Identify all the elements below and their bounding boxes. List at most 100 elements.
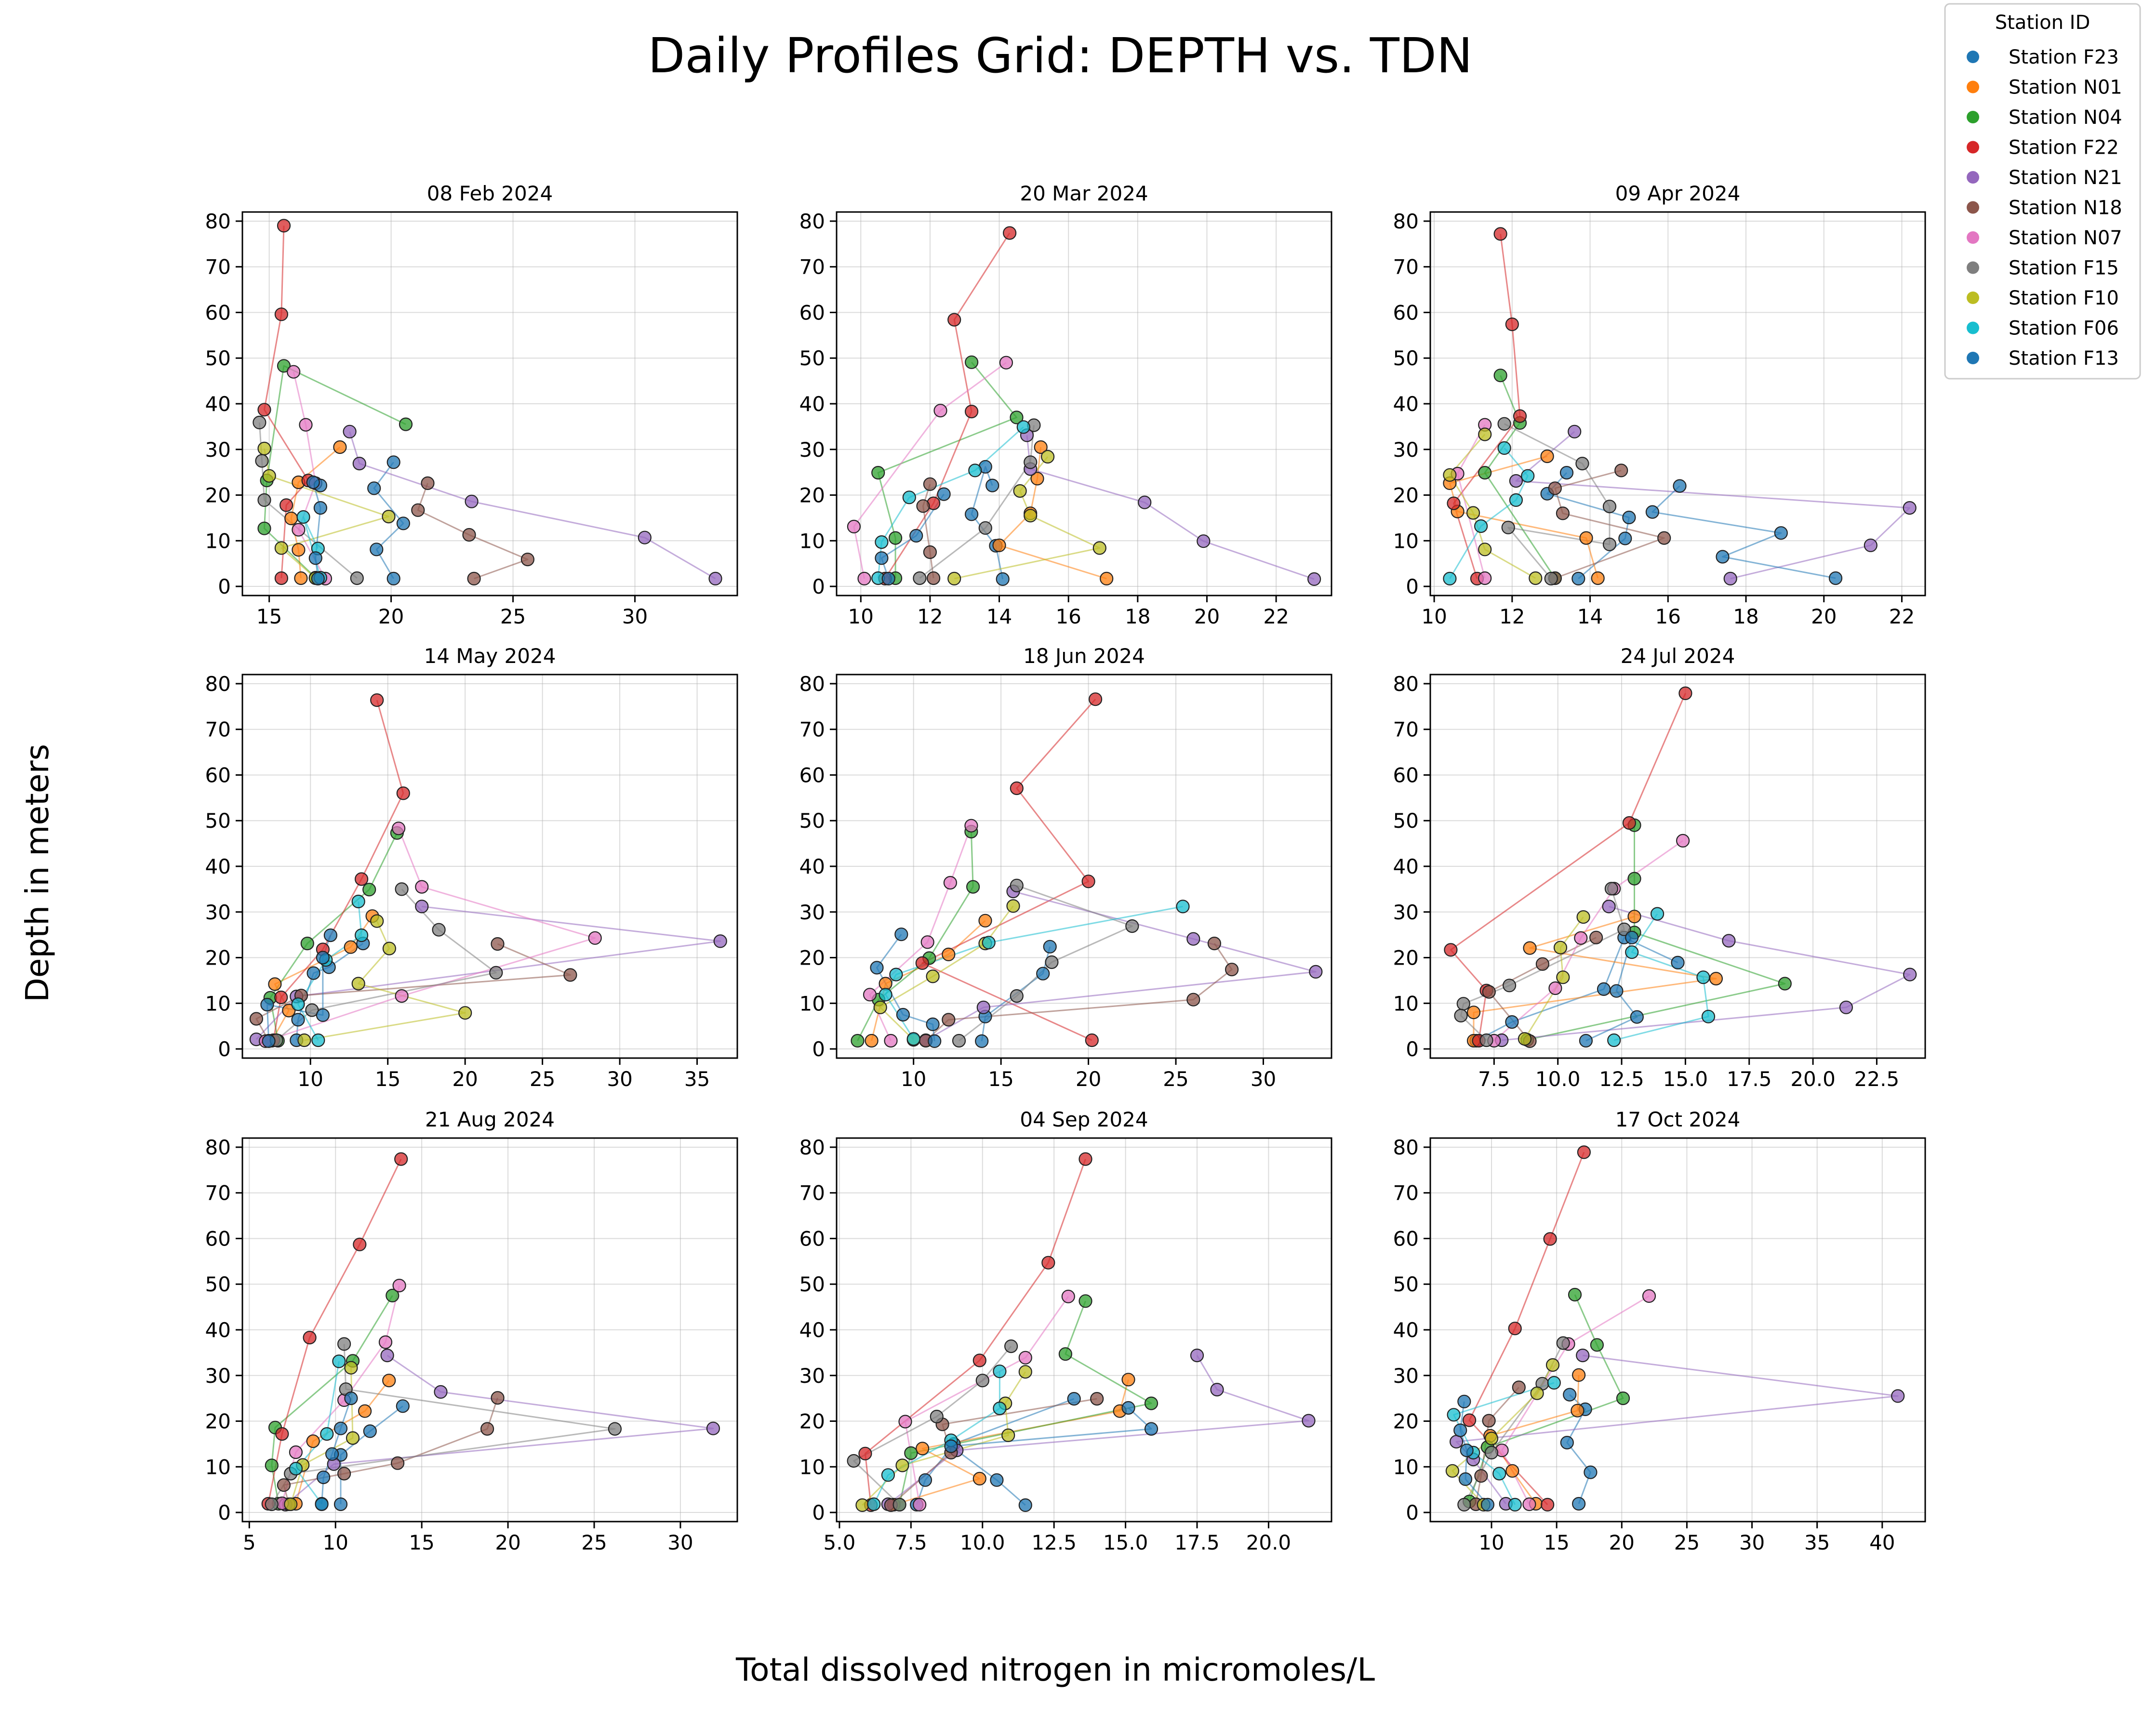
y-tick-label: 30 <box>799 438 825 462</box>
data-point <box>1508 1322 1522 1336</box>
series-line <box>899 1300 1152 1505</box>
data-point <box>1089 692 1103 706</box>
data-point <box>1067 1392 1081 1406</box>
axes-frame <box>836 211 1332 596</box>
data-point <box>268 977 282 991</box>
data-point <box>978 914 992 928</box>
data-point <box>1556 970 1570 984</box>
data-point <box>966 880 980 894</box>
data-point <box>1478 571 1492 585</box>
data-point <box>1121 1401 1135 1415</box>
data-point <box>306 475 320 490</box>
data-point <box>434 1385 448 1399</box>
series-line <box>1585 937 1638 1042</box>
data-point <box>362 883 376 897</box>
x-tick-label: 16 <box>1055 605 1081 628</box>
data-point <box>881 1468 895 1482</box>
data-point <box>588 931 602 945</box>
data-point <box>337 1337 351 1351</box>
y-tick-label: 80 <box>1393 210 1419 233</box>
data-point <box>947 571 961 586</box>
data-point <box>1709 971 1723 986</box>
data-point <box>1579 531 1593 545</box>
data-point <box>297 1033 311 1047</box>
data-point <box>902 490 916 504</box>
data-point <box>1309 965 1323 979</box>
data-point <box>1541 1497 1555 1511</box>
axes-frame <box>1429 674 1926 1059</box>
y-tick-label: 80 <box>799 1136 825 1159</box>
data-point <box>378 1335 393 1349</box>
data-point <box>396 786 410 800</box>
data-point <box>1463 1413 1477 1427</box>
data-point <box>395 989 409 1003</box>
data-point <box>1197 534 1211 548</box>
data-point <box>1568 424 1582 438</box>
y-tick-label: 70 <box>1393 255 1419 279</box>
data-point <box>370 914 384 928</box>
subplot-title: 04 Sep 2024 <box>1020 1108 1148 1131</box>
data-point <box>1509 493 1523 507</box>
data-point <box>1522 1497 1536 1511</box>
x-tick-label: 5.0 <box>824 1531 856 1554</box>
x-tick-label: 20 <box>495 1531 520 1554</box>
subplot: 08 Feb 2024 15 20 25 30 0 10 20 30 40 50 60 70 80 <box>205 182 738 628</box>
x-tick-label: 22.5 <box>1854 1067 1900 1091</box>
data-point <box>291 997 305 1011</box>
legend-marker <box>1967 261 1979 274</box>
data-point <box>1482 1414 1496 1428</box>
data-point <box>1575 456 1589 471</box>
data-point <box>253 415 266 430</box>
data-point <box>1478 427 1492 441</box>
data-point <box>1090 1392 1104 1406</box>
data-point <box>392 1279 406 1293</box>
data-point <box>1630 1010 1644 1024</box>
data-point <box>337 1467 351 1481</box>
data-point <box>972 1471 986 1485</box>
data-point <box>292 543 306 557</box>
data-point <box>898 1415 912 1429</box>
data-point <box>352 456 366 471</box>
y-tick-label: 30 <box>799 901 825 924</box>
data-point <box>1548 481 1562 495</box>
legend-marker <box>1967 80 1979 93</box>
data-point <box>1010 989 1024 1003</box>
data-point <box>344 1391 358 1405</box>
x-tick-label: 15.0 <box>1663 1067 1708 1091</box>
data-point <box>323 928 338 942</box>
data-point <box>274 990 288 1005</box>
data-point <box>1138 495 1152 509</box>
legend-label: Station F23 <box>2009 46 2119 68</box>
data-point <box>1597 982 1611 996</box>
data-point <box>346 1431 360 1445</box>
data-point <box>875 551 889 565</box>
data-point <box>1544 571 1558 586</box>
data-point <box>489 966 503 980</box>
data-point <box>713 934 727 948</box>
x-tick-label: 12.5 <box>1031 1531 1077 1554</box>
data-point <box>1079 1294 1092 1308</box>
x-tick-label: 22 <box>1263 605 1289 628</box>
x-tick-label: 20 <box>1811 605 1837 628</box>
data-point <box>1501 520 1515 534</box>
data-point <box>1016 420 1030 434</box>
data-point <box>985 478 999 492</box>
x-tick-label: 10 <box>1478 1531 1504 1554</box>
data-point <box>1774 526 1788 540</box>
data-point <box>284 511 298 526</box>
series-line <box>919 425 1035 579</box>
data-point <box>881 571 895 586</box>
y-tick-label: 20 <box>1393 946 1419 970</box>
data-point <box>638 530 652 544</box>
data-point <box>1839 1000 1853 1014</box>
data-point <box>926 969 940 983</box>
data-point <box>1004 1339 1018 1353</box>
data-point <box>265 1497 279 1511</box>
x-tick-label: 7.5 <box>1478 1067 1510 1091</box>
data-point <box>1041 1256 1055 1270</box>
data-point <box>1010 781 1024 795</box>
legend-marker <box>1967 201 1979 214</box>
data-point <box>909 529 923 543</box>
y-tick-label: 40 <box>1393 392 1419 416</box>
